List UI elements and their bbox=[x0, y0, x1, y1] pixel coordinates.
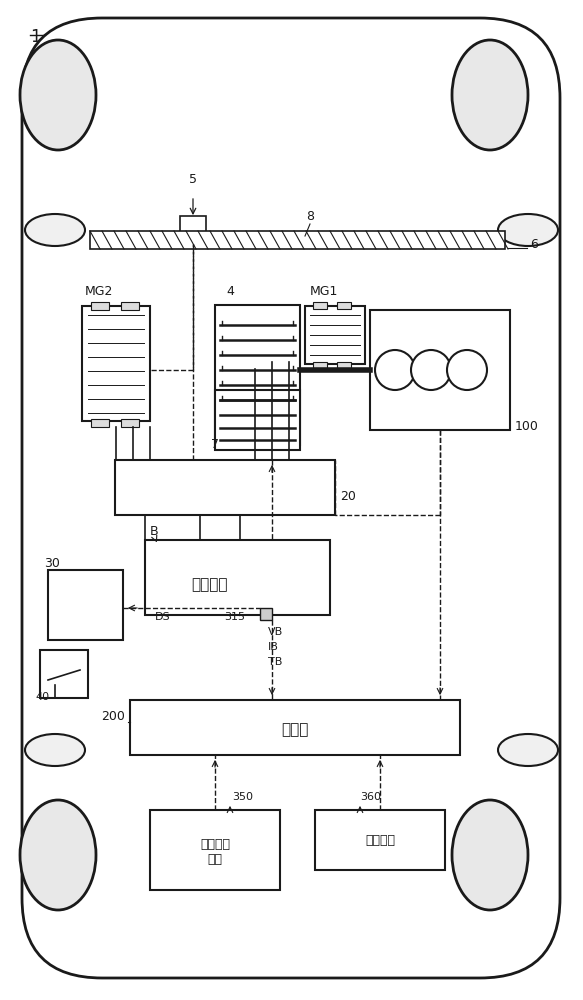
Bar bbox=[90, 231, 505, 249]
Text: 汽车导航
系统: 汽车导航 系统 bbox=[200, 838, 230, 866]
FancyBboxPatch shape bbox=[150, 810, 280, 890]
Text: 操作开关: 操作开关 bbox=[365, 834, 395, 846]
FancyBboxPatch shape bbox=[305, 306, 365, 364]
Text: IB: IB bbox=[268, 642, 279, 652]
Ellipse shape bbox=[498, 214, 558, 246]
Text: MG2: MG2 bbox=[85, 285, 113, 298]
Circle shape bbox=[411, 350, 451, 390]
FancyBboxPatch shape bbox=[115, 460, 335, 515]
Ellipse shape bbox=[452, 800, 528, 910]
FancyBboxPatch shape bbox=[121, 302, 139, 310]
Text: 350: 350 bbox=[232, 792, 253, 802]
FancyBboxPatch shape bbox=[91, 419, 109, 427]
FancyBboxPatch shape bbox=[313, 302, 327, 309]
Ellipse shape bbox=[20, 800, 96, 910]
FancyBboxPatch shape bbox=[215, 390, 300, 450]
Ellipse shape bbox=[25, 734, 85, 766]
Text: TB: TB bbox=[268, 657, 282, 667]
FancyBboxPatch shape bbox=[145, 540, 330, 615]
FancyBboxPatch shape bbox=[315, 810, 445, 870]
Text: 100: 100 bbox=[515, 420, 539, 433]
Circle shape bbox=[447, 350, 487, 390]
Ellipse shape bbox=[498, 734, 558, 766]
FancyBboxPatch shape bbox=[180, 216, 206, 244]
FancyBboxPatch shape bbox=[91, 302, 109, 310]
Text: 40: 40 bbox=[35, 692, 49, 702]
FancyBboxPatch shape bbox=[313, 362, 327, 369]
FancyBboxPatch shape bbox=[82, 306, 150, 421]
Text: 控制器: 控制器 bbox=[282, 722, 308, 738]
FancyBboxPatch shape bbox=[22, 18, 560, 978]
FancyBboxPatch shape bbox=[121, 419, 139, 427]
Text: B: B bbox=[150, 525, 159, 538]
Ellipse shape bbox=[25, 214, 85, 246]
FancyBboxPatch shape bbox=[130, 700, 460, 755]
FancyBboxPatch shape bbox=[215, 305, 300, 445]
Ellipse shape bbox=[452, 40, 528, 150]
Text: 20: 20 bbox=[340, 490, 356, 503]
FancyBboxPatch shape bbox=[337, 362, 351, 369]
FancyBboxPatch shape bbox=[48, 570, 123, 640]
Text: VB: VB bbox=[268, 627, 283, 637]
FancyBboxPatch shape bbox=[337, 302, 351, 309]
Text: 360: 360 bbox=[360, 792, 381, 802]
Text: 4: 4 bbox=[226, 285, 234, 298]
Text: 315: 315 bbox=[224, 612, 245, 622]
FancyBboxPatch shape bbox=[40, 650, 88, 698]
Text: 30: 30 bbox=[44, 557, 60, 570]
FancyBboxPatch shape bbox=[260, 608, 272, 620]
Text: 7: 7 bbox=[211, 438, 219, 451]
Text: 1: 1 bbox=[30, 28, 41, 46]
Circle shape bbox=[375, 350, 415, 390]
Text: 蓄电装置: 蓄电装置 bbox=[192, 578, 229, 592]
Text: 6: 6 bbox=[530, 238, 538, 251]
Text: 5: 5 bbox=[189, 173, 197, 186]
FancyBboxPatch shape bbox=[370, 310, 510, 430]
Text: DS: DS bbox=[155, 612, 171, 622]
Ellipse shape bbox=[20, 40, 96, 150]
Text: MG1: MG1 bbox=[310, 285, 338, 298]
Text: 8: 8 bbox=[306, 210, 314, 223]
Text: 200: 200 bbox=[101, 710, 125, 723]
